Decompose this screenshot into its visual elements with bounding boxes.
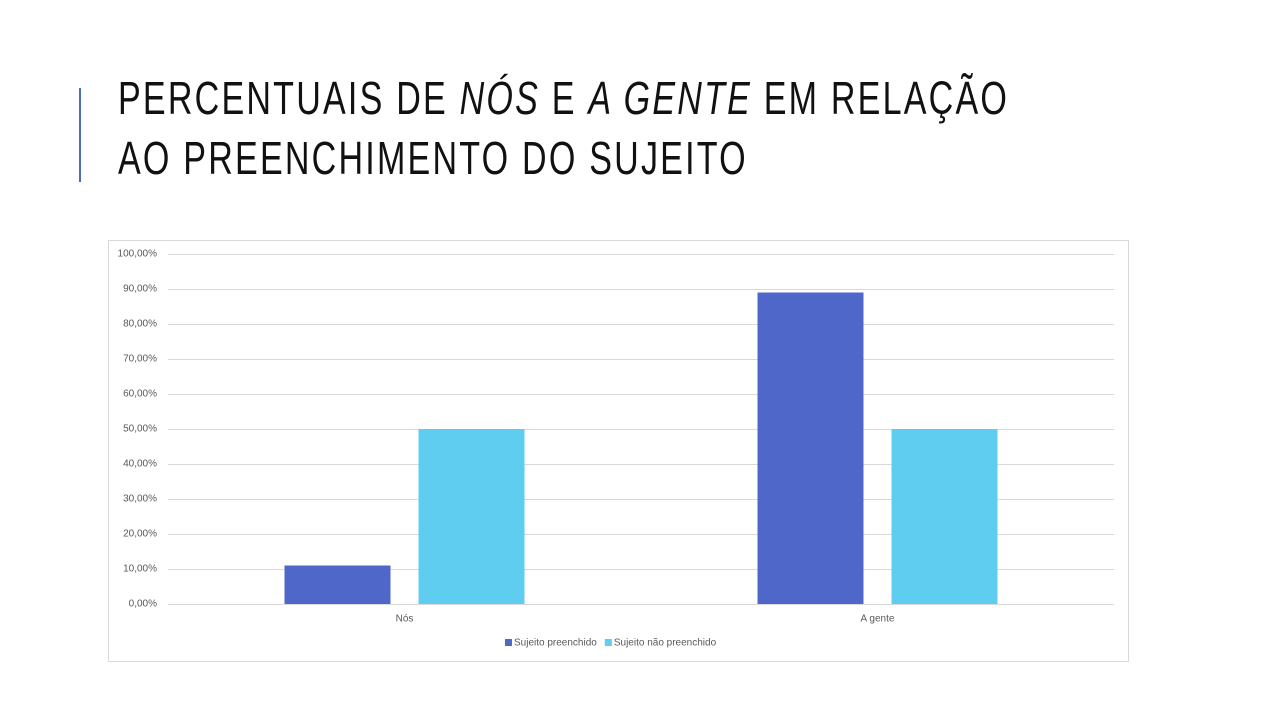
x-tick-label: Nós xyxy=(396,614,414,625)
bar xyxy=(284,565,391,604)
title-text: NÓS xyxy=(459,72,541,124)
title-line: AO PREENCHIMENTO DO SUJEITO xyxy=(118,128,1009,188)
y-tick-label: 30,00% xyxy=(123,494,157,505)
title-line: PERCENTUAIS DE NÓS E A GENTE EM RELAÇÃO xyxy=(118,68,1009,128)
y-tick-label: 70,00% xyxy=(123,354,157,365)
bar xyxy=(418,429,525,604)
title-text: E xyxy=(540,72,589,124)
legend-swatch xyxy=(505,639,512,646)
y-tick-label: 10,00% xyxy=(123,564,157,575)
y-tick-label: 90,00% xyxy=(123,284,157,295)
bar xyxy=(891,429,998,604)
title-text: AO PREENCHIMENTO DO SUJEITO xyxy=(118,132,748,184)
legend-label: Sujeito preenchido xyxy=(514,638,597,649)
y-tick-label: 100,00% xyxy=(118,249,158,260)
y-tick-label: 60,00% xyxy=(123,389,157,400)
y-tick-label: 20,00% xyxy=(123,529,157,540)
legend-label: Sujeito não preenchido xyxy=(614,638,717,649)
title-text: A GENTE xyxy=(588,72,753,124)
accent-bar xyxy=(79,88,81,182)
legend-swatch xyxy=(604,639,612,646)
slide-title: PERCENTUAIS DE NÓS E A GENTE EM RELAÇÃO … xyxy=(118,68,1009,188)
bar xyxy=(757,292,864,604)
y-tick-label: 40,00% xyxy=(123,459,157,470)
y-tick-label: 0,00% xyxy=(129,599,157,610)
x-tick-label: A gente xyxy=(861,614,895,625)
y-tick-label: 80,00% xyxy=(123,319,157,330)
title-text: PERCENTUAIS DE xyxy=(118,72,460,124)
title-text: EM RELAÇÃO xyxy=(752,72,1010,124)
y-tick-label: 50,00% xyxy=(123,424,157,435)
